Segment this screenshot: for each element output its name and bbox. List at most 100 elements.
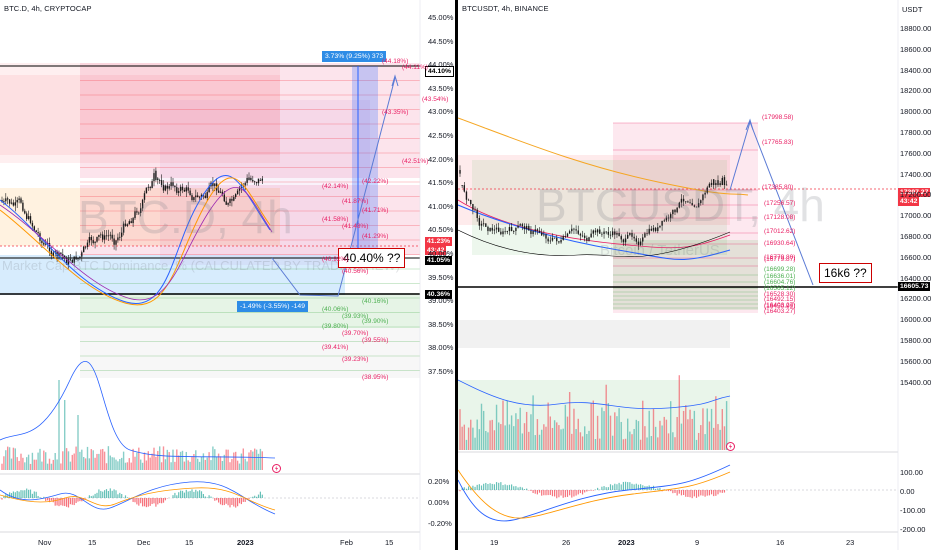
btcusdt-osc-histogram: [717, 490, 719, 495]
btcusdt-osc-histogram: [495, 482, 498, 490]
btcusdt-candle: [710, 182, 713, 185]
btcd-projection-path: [271, 77, 396, 297]
btcd-volume-bar: [219, 456, 222, 470]
btcd-volume-bar: [259, 448, 262, 470]
btcusdt-volume-bar: [470, 419, 472, 450]
btcd-candle: [189, 190, 191, 196]
btcusdt-volume-bar: [584, 426, 586, 450]
btcusdt-volume-bar: [575, 429, 577, 450]
btcd-volume-bar: [179, 451, 182, 470]
btcusdt-osc-histogram: [652, 485, 655, 490]
btcusdt-osc-histogram: [491, 483, 493, 490]
btcd-osc-histogram: [157, 498, 159, 505]
btcusdt-osc-histogram: [635, 483, 637, 490]
btcusdt-fib-label: (16699.28): [764, 266, 796, 273]
btcd-candle: [179, 186, 182, 192]
btcd-candle: [126, 224, 129, 226]
btcd-candle: [200, 194, 203, 197]
btcusdt-candle: [487, 226, 489, 232]
btcd-fib-label: (41.48%): [342, 223, 369, 230]
btcd-symbol-title[interactable]: BTC.D, 4h, CRYPTOCAP: [4, 4, 92, 13]
btcusdt-volume-bar: [631, 434, 633, 450]
btcusdt-price-axis-label: 16400.00: [900, 273, 932, 283]
btcd-osc-histogram: [111, 490, 113, 498]
btcusdt-candle: [650, 228, 653, 231]
btcusdt-candle: [635, 238, 637, 242]
btcusdt-candle: [543, 234, 545, 236]
btcusdt-volume-bar: [530, 414, 532, 450]
btcd-osc-histogram: [252, 496, 254, 498]
btcd-osc-histogram: [54, 498, 56, 506]
btcd-osc-histogram: [187, 491, 189, 498]
btcusdt-volume-bar: [586, 434, 588, 450]
btcd-osc-histogram: [142, 498, 144, 507]
btcd-candle: [5, 198, 7, 202]
btcusdt-price-axis-label: 18800.00: [900, 24, 932, 33]
btcd-candle: [24, 210, 26, 214]
btcd-volume-bar: [96, 453, 98, 470]
btcd-volume-bar: [206, 457, 208, 470]
btcd-candle: [50, 250, 53, 257]
btcusdt-osc-histogram: [693, 490, 695, 497]
btcd-candle: [113, 238, 115, 245]
btcd-candle: [193, 197, 195, 201]
btcd-chart-pane[interactable]: BTC.D, 4h Market Cap BTC Dominance, % (C…: [0, 0, 455, 550]
btcd-volume-bar: [35, 459, 37, 470]
btcusdt-price-axis-label: 17000.00: [900, 211, 932, 221]
btcd-candle: [16, 199, 18, 203]
btcusdt-candle: [594, 230, 597, 233]
btcusdt-symbol-title[interactable]: BTCUSDT, 4h, BINANCE: [462, 4, 549, 13]
btcd-osc-histogram: [204, 496, 206, 498]
btcusdt-osc-histogram: [560, 490, 562, 496]
btcusdt-osc-histogram: [659, 487, 661, 490]
btcusdt-chart-canvas[interactable]: [458, 0, 932, 550]
btcusdt-candle: [564, 236, 567, 237]
btcd-osc-histogram: [33, 491, 35, 498]
btcusdt-fib-label: (16930.64): [764, 240, 796, 247]
btcd-candle: [75, 256, 77, 260]
lightning-icon[interactable]: [726, 438, 735, 456]
btcusdt-volume-bar: [637, 421, 640, 450]
btcusdt-osc-histogram: [689, 490, 691, 498]
btcusdt-volume-bar: [476, 419, 478, 450]
btcd-volume-bar: [107, 446, 110, 470]
btcusdt-osc-histogram: [586, 490, 588, 492]
btcd-bar-countdown: 43:42: [425, 246, 447, 255]
btcd-osc-histogram: [136, 498, 138, 505]
btcd-fib-label: (40.56%): [342, 268, 369, 275]
btcusdt-osc-histogram: [584, 490, 586, 493]
btcusdt-osc-histogram: [631, 483, 633, 490]
btcd-candle: [90, 236, 92, 241]
btcd-chart-canvas[interactable]: [0, 0, 455, 550]
btcd-osc-histogram: [22, 490, 24, 498]
btcusdt-osc-histogram: [665, 490, 667, 491]
btcd-osc-histogram: [181, 490, 184, 498]
btcusdt-osc-histogram: [616, 484, 618, 490]
btcusdt-candle: [700, 200, 702, 204]
btcd-volume-bar: [138, 447, 140, 470]
btcd-candle: [122, 223, 125, 233]
btcusdt-chart-pane[interactable]: BTCUSDT, 4h Bitcoin / TetherUS BTCUSDT, …: [458, 0, 932, 550]
btcusdt-volume-bar: [674, 437, 676, 450]
btcusdt-volume-bar: [702, 408, 704, 450]
btcd-volume-bar: [160, 462, 163, 470]
btcusdt-osc-histogram: [612, 485, 614, 490]
btcusdt-volume-bar: [657, 437, 659, 450]
btcd-candle: [170, 182, 172, 187]
btcd-volume-bar: [56, 459, 58, 470]
btcd-candle: [166, 185, 168, 189]
btcd-candle: [117, 237, 119, 241]
btcusdt-candle: [652, 227, 655, 231]
btcusdt-fib-label: (16779.87): [764, 256, 796, 263]
btcusdt-candle: [491, 227, 493, 231]
btcusdt-candle: [721, 177, 723, 185]
btcusdt-osc-histogram: [695, 490, 698, 498]
btcd-volume-bar: [86, 446, 89, 470]
lightning-icon[interactable]: [272, 460, 281, 478]
btcusdt-volume-bar: [491, 419, 493, 450]
btcusdt-volume-bar: [538, 434, 541, 450]
btcd-volume-bar: [29, 463, 32, 470]
btcd-volume-bar: [102, 448, 104, 470]
pane-divider[interactable]: [455, 0, 458, 550]
btcusdt-osc-histogram: [543, 490, 545, 496]
